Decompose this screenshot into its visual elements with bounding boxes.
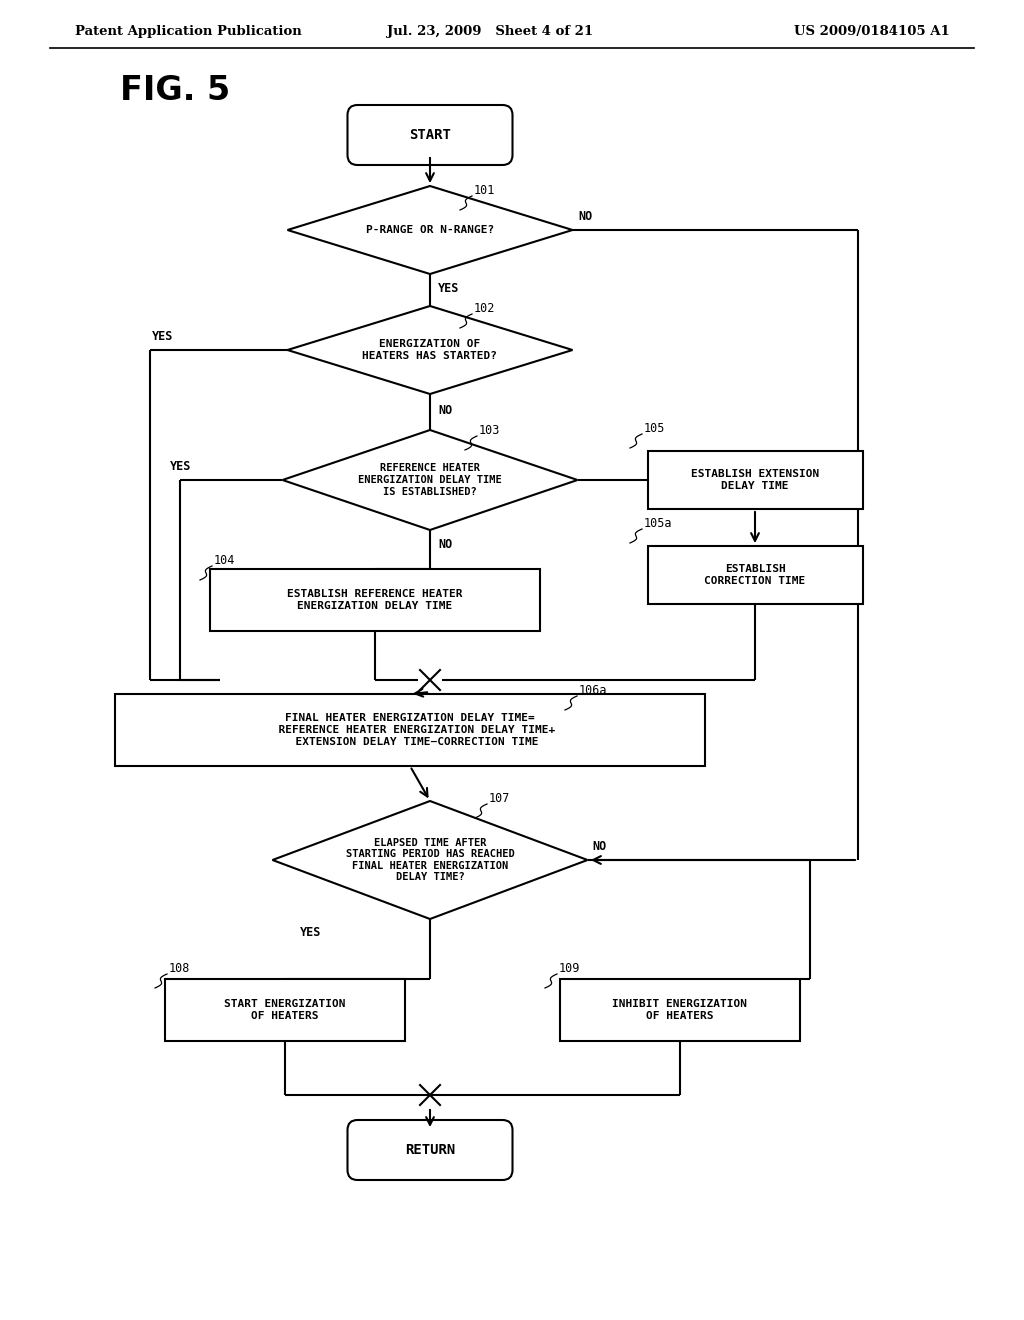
Polygon shape: [288, 186, 572, 275]
Text: 102: 102: [474, 302, 496, 315]
Text: P-RANGE OR N-RANGE?: P-RANGE OR N-RANGE?: [366, 224, 495, 235]
Text: US 2009/0184105 A1: US 2009/0184105 A1: [795, 25, 950, 38]
Text: 103: 103: [479, 424, 501, 437]
Text: NO: NO: [438, 539, 453, 552]
Text: 107: 107: [489, 792, 510, 805]
Text: INHIBIT ENERGIZATION
OF HEATERS: INHIBIT ENERGIZATION OF HEATERS: [612, 999, 748, 1020]
Bar: [647, 546, 862, 605]
Bar: [210, 569, 540, 631]
Text: ENERGIZATION OF
HEATERS HAS STARTED?: ENERGIZATION OF HEATERS HAS STARTED?: [362, 339, 498, 360]
Text: YES: YES: [300, 925, 322, 939]
Text: YES: YES: [438, 281, 460, 294]
Text: NO: NO: [438, 404, 453, 417]
Text: START ENERGIZATION
OF HEATERS: START ENERGIZATION OF HEATERS: [224, 999, 346, 1020]
Polygon shape: [288, 306, 572, 393]
Text: ESTABLISH REFERENCE HEATER
ENERGIZATION DELAY TIME: ESTABLISH REFERENCE HEATER ENERGIZATION …: [288, 589, 463, 611]
Text: YES: YES: [152, 330, 173, 342]
Text: 101: 101: [474, 183, 496, 197]
Bar: [647, 451, 862, 510]
Text: 104: 104: [214, 554, 236, 568]
Text: 105a: 105a: [644, 517, 673, 531]
Text: 108: 108: [169, 962, 190, 975]
Bar: [115, 694, 705, 766]
Text: YES: YES: [170, 459, 191, 473]
Text: 106a: 106a: [579, 684, 607, 697]
Bar: [165, 979, 406, 1041]
Text: ESTABLISH
CORRECTION TIME: ESTABLISH CORRECTION TIME: [705, 564, 806, 586]
Text: FIG. 5: FIG. 5: [120, 74, 230, 107]
Text: ELAPSED TIME AFTER
STARTING PERIOD HAS REACHED
FINAL HEATER ENERGIZATION
DELAY T: ELAPSED TIME AFTER STARTING PERIOD HAS R…: [346, 838, 514, 882]
Text: NO: NO: [578, 210, 592, 223]
Text: NO: NO: [592, 840, 606, 853]
Text: Patent Application Publication: Patent Application Publication: [75, 25, 302, 38]
Text: START: START: [409, 128, 451, 143]
Text: ESTABLISH EXTENSION
DELAY TIME: ESTABLISH EXTENSION DELAY TIME: [691, 469, 819, 491]
Text: REFERENCE HEATER
ENERGIZATION DELAY TIME
IS ESTABLISHED?: REFERENCE HEATER ENERGIZATION DELAY TIME…: [358, 463, 502, 496]
Text: FINAL HEATER ENERGIZATION DELAY TIME=
  REFERENCE HEATER ENERGIZATION DELAY TIME: FINAL HEATER ENERGIZATION DELAY TIME= RE…: [265, 713, 555, 747]
Text: RETURN: RETURN: [404, 1143, 455, 1158]
Bar: [560, 979, 800, 1041]
Text: Jul. 23, 2009   Sheet 4 of 21: Jul. 23, 2009 Sheet 4 of 21: [387, 25, 593, 38]
FancyBboxPatch shape: [347, 1119, 512, 1180]
Polygon shape: [283, 430, 578, 531]
Text: 105: 105: [644, 422, 666, 436]
Text: 109: 109: [559, 962, 581, 975]
FancyBboxPatch shape: [347, 106, 512, 165]
Polygon shape: [272, 801, 588, 919]
